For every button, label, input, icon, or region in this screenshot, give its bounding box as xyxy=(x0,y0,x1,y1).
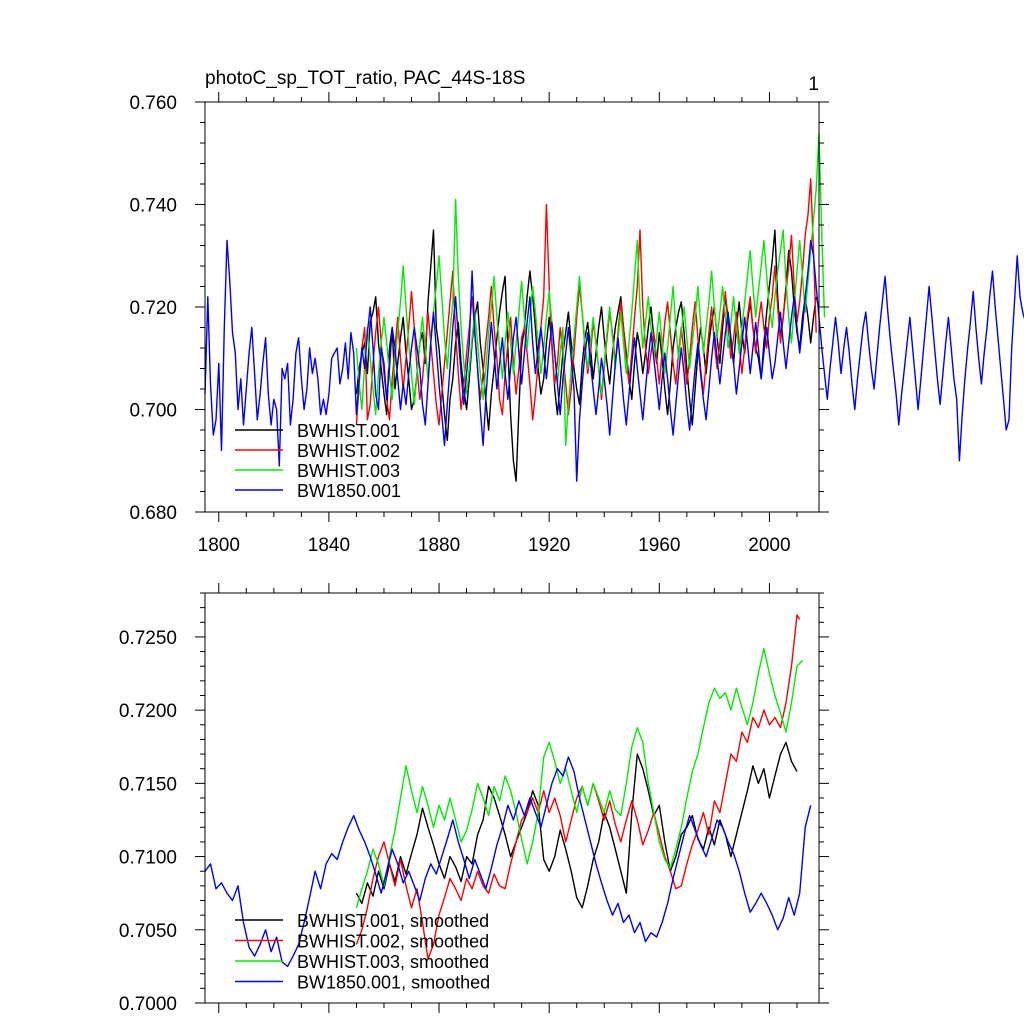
y-tick-label: 0.7250 xyxy=(119,628,177,649)
top-panel: 1800 1840 1880 1920 1960 2000 0.680 0.700 0.720 0… xyxy=(129,68,1024,556)
series-line-bottom-1 xyxy=(355,614,801,960)
y-tick-label: 0.7100 xyxy=(119,848,177,869)
legend-label: BWHIST.001 xyxy=(297,421,400,441)
x-tick-label: 1960 xyxy=(638,535,680,556)
legend-label: BWHIST.001, smoothed xyxy=(297,911,489,931)
y-tick-label: 0.740 xyxy=(129,196,177,217)
legend-label: BWHIST.002, smoothed xyxy=(297,932,489,952)
y-tick-label: 0.720 xyxy=(129,298,177,319)
legend-label: BW1850.001 xyxy=(297,481,401,501)
series-line-bottom-3 xyxy=(204,756,812,968)
x-tick-label: 1920 xyxy=(528,535,570,556)
series-line-top-0 xyxy=(355,229,817,482)
series-line-top-2 xyxy=(355,132,826,447)
series-line-bottom-2 xyxy=(355,647,804,908)
y-tick-label: 0.7200 xyxy=(119,701,177,722)
y-tick-label: 0.680 xyxy=(129,503,177,524)
legend-label: BWHIST.003, smoothed xyxy=(297,952,489,972)
y-tick-label: 0.7150 xyxy=(119,774,177,795)
x-tick-label: 1840 xyxy=(308,535,350,556)
series-line-bottom-0 xyxy=(355,741,798,909)
series-line-top-1 xyxy=(355,178,817,426)
panel-label: 1 xyxy=(808,74,819,95)
x-tick-label: 2000 xyxy=(748,535,790,556)
y-tick-label: 0.7050 xyxy=(119,921,177,942)
y-tick-label: 0.760 xyxy=(129,93,177,114)
bottom-panel: 0.7000 0.7050 0.7100 0.7150 0.7200 0.7250 BWHI… xyxy=(119,583,829,1015)
x-tick-label: 1880 xyxy=(418,535,460,556)
y-tick-label: 0.7000 xyxy=(119,994,177,1015)
legend-label: BWHIST.002 xyxy=(297,441,400,461)
chart-title: photoC_sp_TOT_ratio, PAC_44S-18S xyxy=(205,68,525,89)
series-line-top-3 xyxy=(204,239,1024,482)
y-tick-label: 0.700 xyxy=(129,401,177,422)
legend-label: BWHIST.003 xyxy=(297,461,400,481)
x-tick-label: 1800 xyxy=(198,535,240,556)
legend-label: BW1850.001, smoothed xyxy=(297,973,490,993)
